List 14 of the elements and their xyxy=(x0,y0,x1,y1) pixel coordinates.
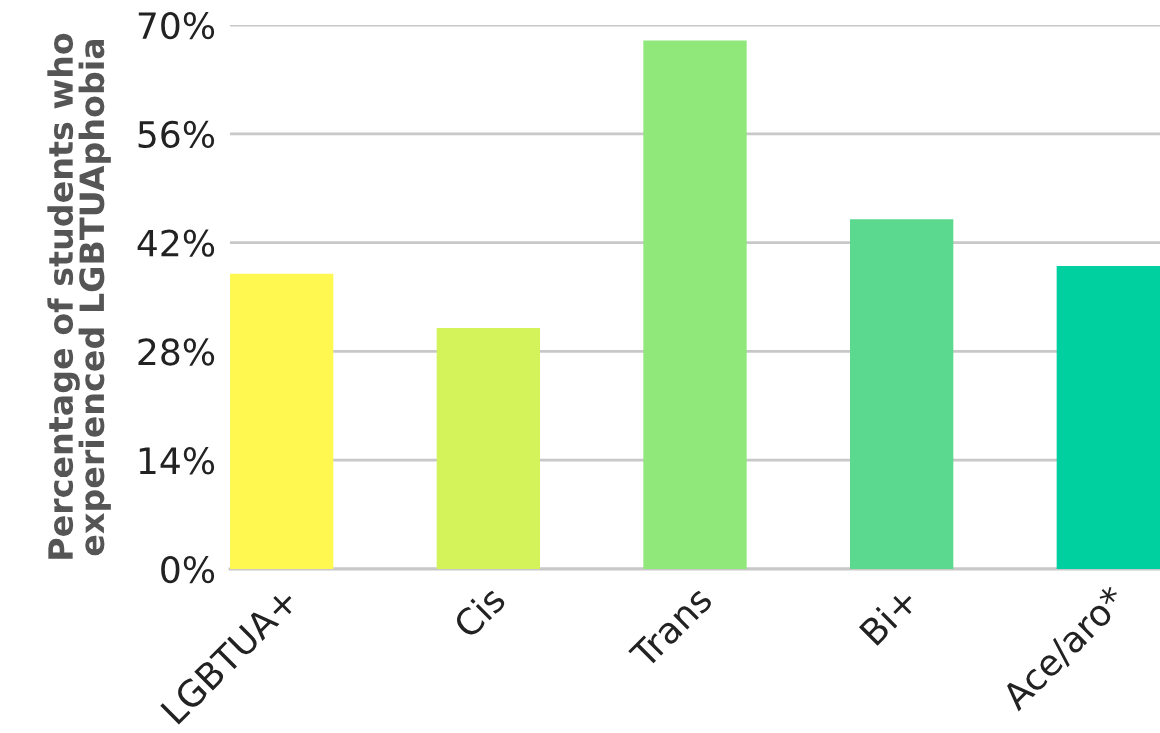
bar xyxy=(643,40,747,569)
x-tick-label: Cis xyxy=(451,584,507,640)
bar xyxy=(850,219,954,569)
y-axis-title: Percentage of students who experienced LGBTUAphobia xyxy=(47,33,111,559)
y-tick-label: 70% xyxy=(138,11,215,40)
x-tick-label: Bi+ xyxy=(858,585,919,646)
y-tick-label: 14% xyxy=(139,447,215,475)
y-tick-label: 0% xyxy=(161,555,215,584)
bar xyxy=(1056,265,1160,569)
bar xyxy=(436,328,540,569)
y-tick-label: 42% xyxy=(137,229,215,257)
y-tick-label: 28% xyxy=(138,338,215,366)
y-tick-label: 56% xyxy=(138,120,215,149)
bar xyxy=(230,273,334,569)
